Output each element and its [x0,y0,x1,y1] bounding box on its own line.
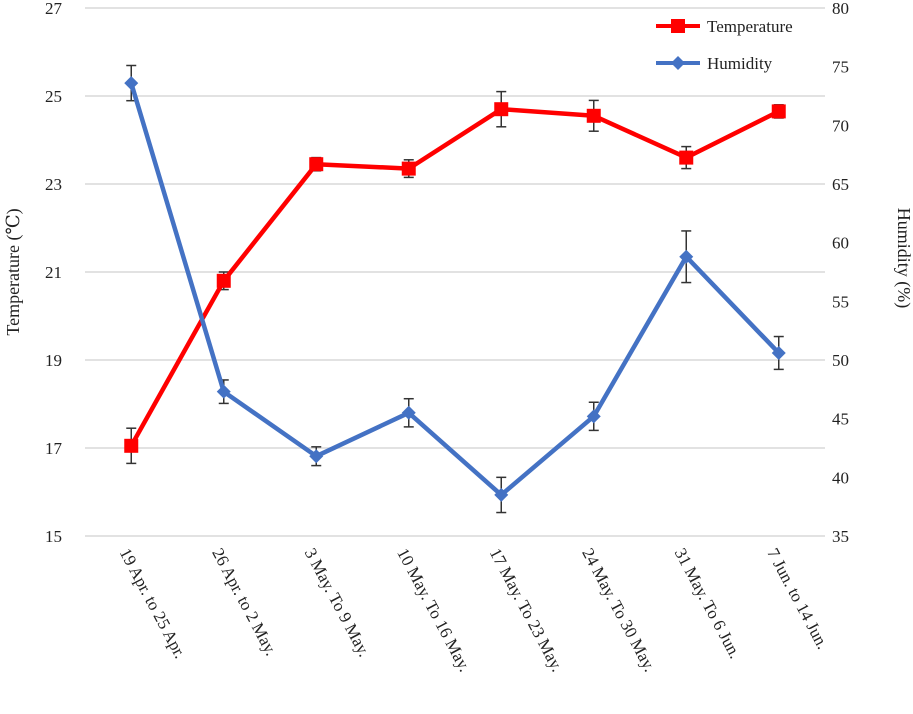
data-point [494,487,509,502]
series-line [129,106,780,447]
data-point [124,76,139,91]
data-point [124,438,139,453]
series-humidity [124,64,786,514]
gridlines [85,7,825,537]
data-point [309,157,324,172]
left-tick-label: 27 [45,0,63,18]
left-axis-title: Temperature (℃) [3,208,24,335]
data-point [494,102,509,117]
x-category-label: 31 May. To 6 Jun. [671,545,745,662]
data-point [401,161,416,176]
legend-humidity-marker [671,56,685,70]
data-point [586,409,601,424]
data-point [216,273,231,288]
left-tick-label: 23 [45,175,62,194]
x-category-label: 3 May. To 9 May. [301,545,374,660]
data-point [309,449,324,464]
left-tick-label: 21 [45,263,62,282]
right-axis-title: Humidity (%) [893,208,913,309]
series-line [129,82,781,498]
data-point [586,108,601,123]
right-tick-label: 50 [832,351,849,370]
legend-item-humidity: Humidity [656,54,773,73]
legend-temperature-label: Temperature [707,17,793,36]
data-point [679,249,694,264]
left-tick-label: 19 [45,351,62,370]
left-axis-ticks: 15 17 19 21 23 25 27 [45,0,63,546]
right-axis-ticks: 35 40 45 50 55 60 65 70 75 80 [832,0,849,546]
x-axis-category-labels: 19 Apr. to 25 Apr. 26 Apr. to 2 May. 3 May… [116,545,833,675]
x-category-label: 24 May. To 30 May. [578,545,659,675]
x-category-label: 19 Apr. to 25 Apr. [116,545,190,662]
right-tick-label: 75 [832,58,849,77]
legend-temperature-marker [671,19,685,33]
legend-item-temperature: Temperature [656,17,793,36]
right-tick-label: 40 [832,468,849,487]
x-category-label: 10 May. To 16 May. [393,545,474,675]
series-temperature [124,90,786,465]
right-tick-label: 35 [832,527,849,546]
left-tick-label: 25 [45,87,62,106]
data-point [679,150,694,165]
right-tick-label: 60 [832,234,849,253]
data-point [771,104,786,119]
right-tick-label: 55 [832,292,849,311]
right-tick-label: 70 [832,116,849,135]
right-tick-label: 65 [832,175,849,194]
data-point [216,384,231,399]
left-tick-label: 17 [45,439,63,458]
legend: Temperature Humidity [656,17,793,73]
series-layer [124,64,786,514]
legend-humidity-label: Humidity [707,54,773,73]
right-tick-label: 80 [832,0,849,18]
x-category-label: 7 Jun. to 14 Jun. [763,545,832,652]
x-category-label: 26 Apr. to 2 May. [208,545,281,659]
data-point [401,405,416,420]
left-tick-label: 15 [45,527,62,546]
x-category-label: 17 May. To 23 May. [486,545,567,675]
right-tick-label: 45 [832,410,849,429]
data-point [771,345,786,360]
